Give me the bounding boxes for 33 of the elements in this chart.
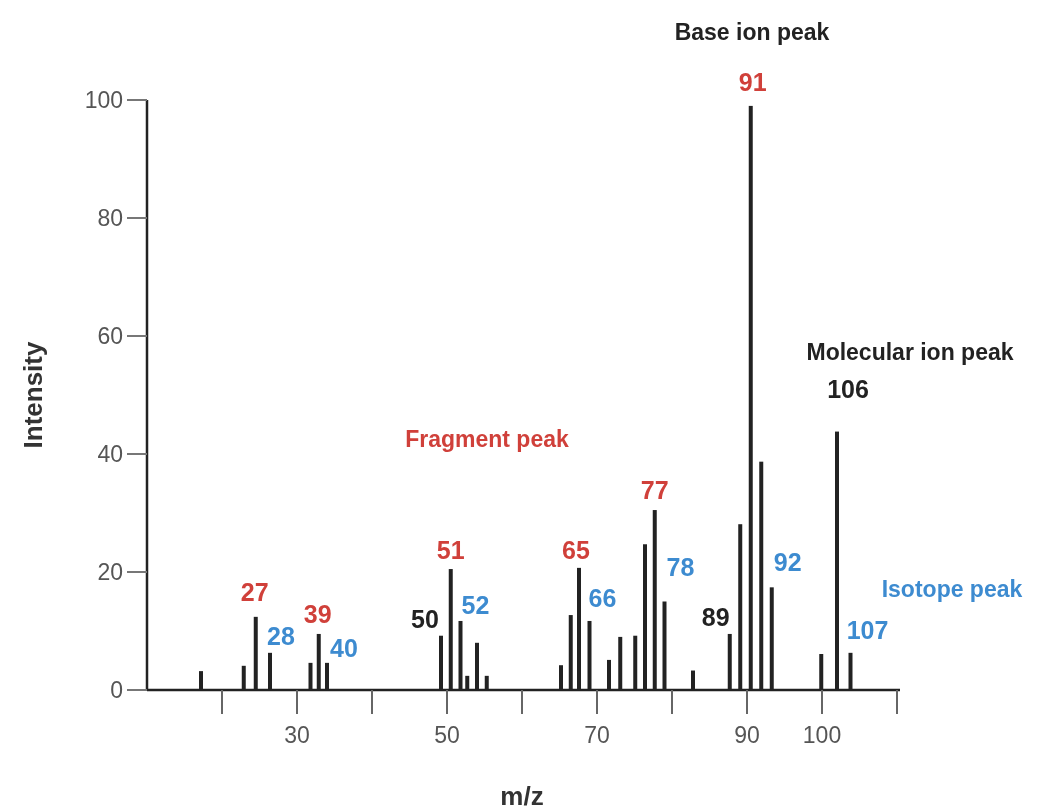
- annotation: 40: [330, 633, 358, 662]
- annotation: 51: [436, 535, 465, 564]
- annotation: 39: [303, 599, 332, 628]
- x-tick-label: 100: [802, 722, 842, 748]
- annotation: Molecular ion peak: [806, 339, 1014, 366]
- annotation: 50: [411, 605, 439, 634]
- y-tick-label: 0: [110, 677, 123, 704]
- x-tick-label: 70: [584, 722, 610, 748]
- annotation: Fragment peak: [405, 426, 570, 453]
- annotation: Isotope peak: [881, 576, 1023, 603]
- annotation: 91: [738, 67, 767, 96]
- annotation: 107: [846, 615, 889, 644]
- annotation: 27: [240, 577, 269, 606]
- annotation: 89: [701, 602, 730, 631]
- y-tick-label: 100: [84, 87, 123, 114]
- x-tick-label: 50: [434, 722, 460, 748]
- annotation: 28: [267, 621, 295, 650]
- annotation: 78: [666, 553, 695, 582]
- annotation: 77: [640, 475, 669, 504]
- annotation: 92: [773, 548, 802, 577]
- annotation: 106: [827, 375, 869, 404]
- x-axis-title: m/z: [500, 781, 544, 811]
- y-tick-label: 40: [97, 441, 123, 468]
- annotation: 66: [588, 583, 617, 612]
- x-tick-label: 90: [734, 722, 760, 748]
- x-tick-label: 30: [284, 722, 310, 748]
- y-tick-label: 20: [97, 559, 123, 586]
- y-tick-label: 60: [97, 323, 123, 350]
- y-axis-title: Intensity: [18, 341, 48, 449]
- annotation: 65: [562, 535, 590, 564]
- annotation: 52: [461, 590, 490, 619]
- y-tick-label: 80: [97, 205, 123, 232]
- text: Base ion peak: [674, 19, 830, 46]
